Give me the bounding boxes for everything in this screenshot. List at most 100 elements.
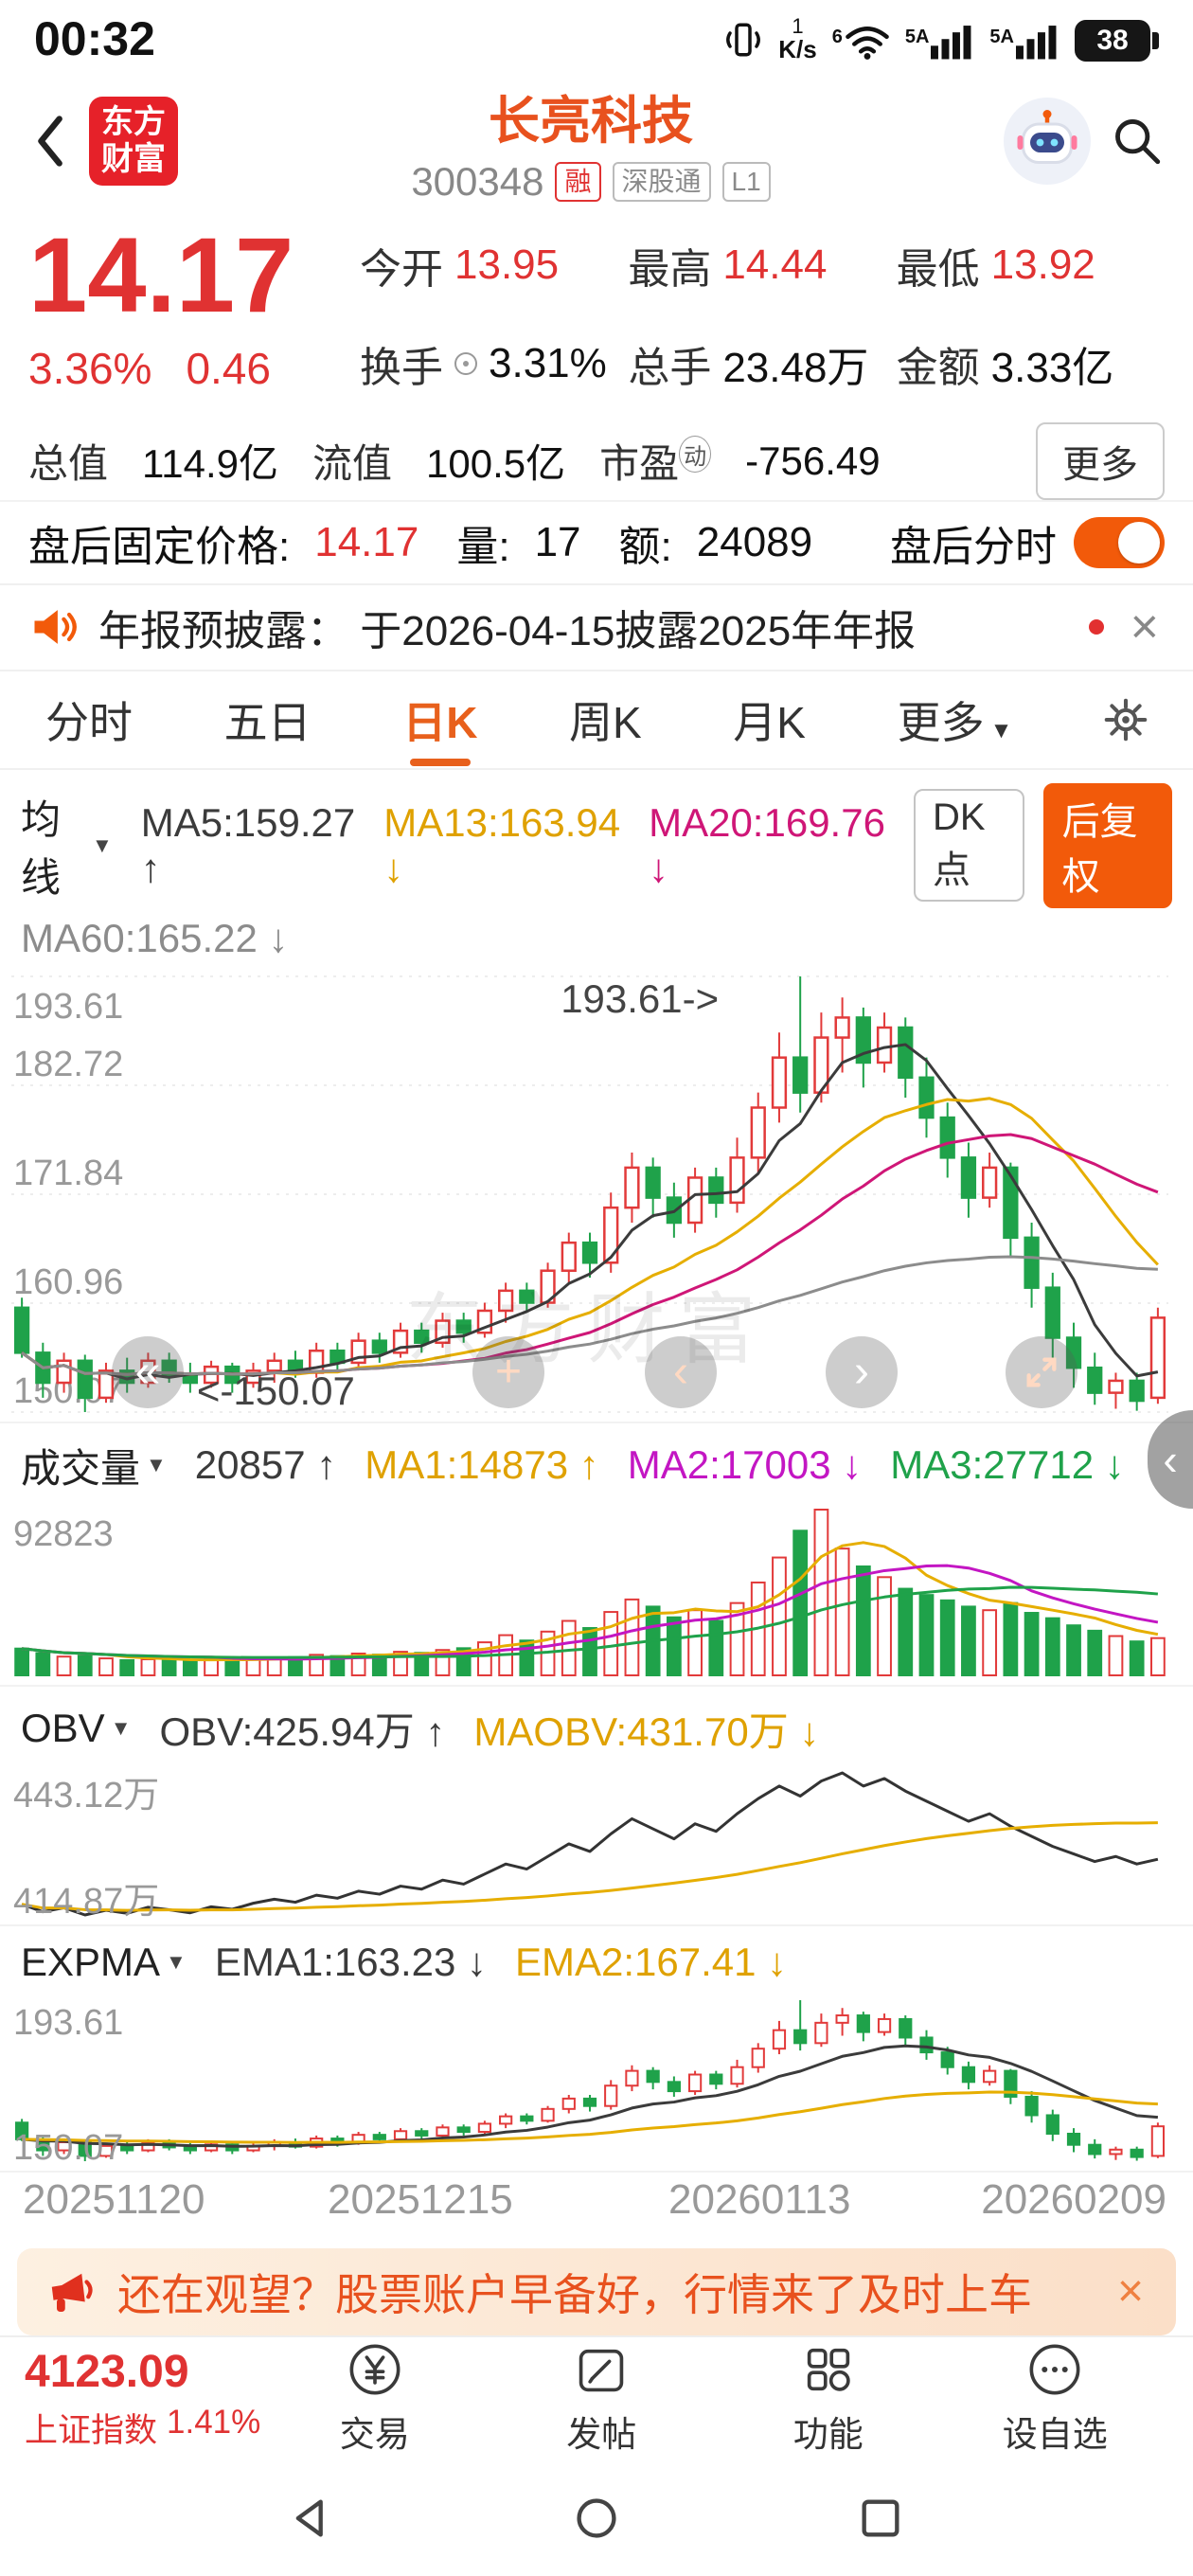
x-axis-date-4: 20260209 xyxy=(981,2175,1166,2223)
index-name: 上证指数 xyxy=(25,2412,158,2450)
obv-line-chart[interactable]: 443.12万 414.87万 xyxy=(0,1763,1193,1924)
obv-value: OBV:425.94万 ↑ xyxy=(159,1708,446,1754)
mktcap-value: 114.9亿 xyxy=(142,441,279,487)
speaker-icon xyxy=(28,602,78,652)
wifi-icon: 6 xyxy=(832,22,890,62)
pe-label: 市盈动 xyxy=(599,432,712,490)
svg-text:182.72: 182.72 xyxy=(13,1045,123,1084)
obv-selector-dropdown[interactable]: OBV ▼ xyxy=(21,1706,132,1751)
promo-banner[interactable]: 还在观望？股票账户早备好，行情来了及时上车 × xyxy=(17,2247,1176,2336)
trade-icon xyxy=(347,2341,403,2398)
tab-weekly-k[interactable]: 周K xyxy=(569,697,642,747)
expma-selector-dropdown[interactable]: EXPMA ▼ xyxy=(21,1939,187,1984)
margin-badge: 融 xyxy=(555,162,601,202)
tab-daily-k[interactable]: 日K xyxy=(399,671,481,768)
announcement-close-icon[interactable]: × xyxy=(1130,599,1159,655)
afterhours-amt-label: 额: xyxy=(618,523,672,570)
announcement-bar[interactable]: 年报预披露： 于2026-04-15披露2025年年报 × xyxy=(0,582,1193,671)
ma60-value: MA60:165.22 ↓ xyxy=(21,915,289,960)
android-back-button[interactable] xyxy=(288,2494,337,2543)
promo-banner-text[interactable]: 还在观望？股票账户早备好，行情来了及时上车 xyxy=(117,2270,1032,2320)
amount-label: 金额 xyxy=(896,344,980,391)
promo-banner-close-icon[interactable]: × xyxy=(1116,2266,1144,2317)
svg-text:193.61: 193.61 xyxy=(13,987,123,1027)
main-candlestick-chart[interactable]: 193.61182.72171.84160.96150.07193.61-><-… xyxy=(0,967,1193,1422)
index-quote-block[interactable]: 4123.09 上证指数 1.41% xyxy=(25,2346,261,2452)
quote-stats: 今开 13.95 最高 14.44 最低 13.92 换手 3.31% 总手 23.48万… xyxy=(360,220,1165,394)
afterhours-toggle[interactable] xyxy=(1074,516,1165,568)
turnover-label: 换手 xyxy=(360,344,443,391)
pan-left-button[interactable]: ‹ xyxy=(645,1335,717,1408)
open-label: 今开 xyxy=(360,245,443,293)
svg-text:150.07: 150.07 xyxy=(13,2128,123,2168)
pe-dynamic-badge: 动 xyxy=(679,436,712,474)
android-recents-button[interactable] xyxy=(856,2494,905,2543)
ema2-value: EMA2:167.41 ↓ xyxy=(515,1939,788,1984)
network-speed: 1 K/s xyxy=(778,14,817,64)
stock-name: 长亮科技 xyxy=(489,92,693,150)
volume-ma3-value: MA3:27712 ↓ xyxy=(890,1442,1125,1488)
amount-value: 3.33亿 xyxy=(990,344,1114,391)
features-button[interactable]: 功能 xyxy=(715,2341,942,2457)
back-icon[interactable] xyxy=(28,111,70,171)
announcement-text[interactable]: 年报预披露： 于2026-04-15披露2025年年报 xyxy=(98,608,917,655)
zoom-in-button[interactable]: + xyxy=(472,1335,544,1408)
signal-icon-2: 5A xyxy=(989,20,1059,62)
post-icon xyxy=(573,2341,630,2398)
ai-assistant-avatar[interactable] xyxy=(1004,98,1091,186)
ma5-value: MA5:159.27 ↑ xyxy=(140,799,356,890)
volume-selector-dropdown[interactable]: 成交量 ▼ xyxy=(21,1445,167,1491)
fullscreen-button[interactable] xyxy=(1006,1335,1077,1408)
post-button[interactable]: 发帖 xyxy=(489,2341,716,2457)
volume-indicator-header: 成交量 ▼ 20857 ↑ MA1:14873 ↑ MA2:17003 ↓ MA3… xyxy=(0,1409,1193,1509)
main-chart-panel: 193.61 182.72 171.84 160.96 150.07 193.61-> <-… xyxy=(0,967,1193,1423)
svg-text:<-150.07: <-150.07 xyxy=(197,1368,355,1413)
bottom-navigation: 4123.09 上证指数 1.41% 交易 发帖 功能 xyxy=(0,2335,1193,2460)
pan-right-button[interactable]: › xyxy=(826,1335,898,1408)
add-watchlist-button[interactable]: 设自选 xyxy=(942,2341,1169,2457)
afterhours-vol: 17 xyxy=(534,518,581,565)
features-icon xyxy=(800,2341,857,2398)
expma-candlestick-chart[interactable]: 193.61 150.07 xyxy=(0,1991,1193,2171)
obv-chart-panel: 443.12万 414.87万 xyxy=(0,1763,1193,1926)
more-button[interactable]: 更多 xyxy=(1036,421,1165,500)
android-home-button[interactable] xyxy=(572,2494,621,2543)
svg-text:443.12万: 443.12万 xyxy=(13,1776,159,1816)
ma-selector-dropdown[interactable]: 均线 ▼ xyxy=(21,796,113,900)
floatcap-value: 100.5亿 xyxy=(426,441,566,487)
low-label: 最低 xyxy=(896,245,980,293)
adjust-mode-button[interactable]: 后复权 xyxy=(1042,782,1172,908)
tab-more[interactable]: 更多 ▼ xyxy=(897,697,1013,747)
x-axis-dates: 20251120 20251215 20260113 20260209 xyxy=(0,2173,1193,2224)
app-header: 东方 财富 长亮科技 300348 融 深股通 L1 xyxy=(0,79,1193,205)
svg-text:414.87万: 414.87万 xyxy=(13,1882,159,1922)
expma-chart-panel: 193.61 150.07 xyxy=(0,1991,1193,2173)
afterhours-label: 盘后固定价格: xyxy=(28,523,291,570)
volume-current-value: 20857 ↑ xyxy=(194,1442,337,1488)
level1-badge: L1 xyxy=(721,162,771,202)
megaphone-icon xyxy=(44,2265,97,2318)
x-axis-date-3: 20260113 xyxy=(668,2175,851,2223)
x-axis-date-1: 20251120 xyxy=(23,2175,205,2223)
pe-value: -756.49 xyxy=(745,438,881,483)
chart-settings-icon[interactable] xyxy=(1100,694,1151,745)
tab-5day[interactable]: 五日 xyxy=(223,697,312,747)
change-percent: 3.36% xyxy=(28,343,152,393)
clock: 00:32 xyxy=(34,12,155,66)
dk-point-button[interactable]: DK点 xyxy=(913,789,1024,903)
tab-monthly-k[interactable]: 月K xyxy=(733,697,806,747)
floatcap-label: 流值 xyxy=(312,441,393,487)
volume-bar-chart[interactable]: 92823 xyxy=(0,1500,1193,1685)
tab-minute[interactable]: 分时 xyxy=(45,697,133,747)
trade-button[interactable]: 交易 xyxy=(261,2341,489,2457)
turnover-value: 3.31% xyxy=(489,339,607,386)
eastmoney-logo: 东方 财富 xyxy=(89,97,178,187)
info-icon[interactable] xyxy=(454,351,477,375)
search-icon[interactable] xyxy=(1110,114,1165,169)
jump-start-button[interactable]: « xyxy=(112,1335,184,1408)
obv-indicator-header: OBV ▼ OBV:425.94万 ↑ MAOBV:431.70万 ↓ xyxy=(0,1687,1193,1763)
unread-dot xyxy=(1088,619,1104,635)
svg-text:160.96: 160.96 xyxy=(13,1262,123,1302)
ema1-value: EMA1:163.23 ↓ xyxy=(214,1939,487,1984)
